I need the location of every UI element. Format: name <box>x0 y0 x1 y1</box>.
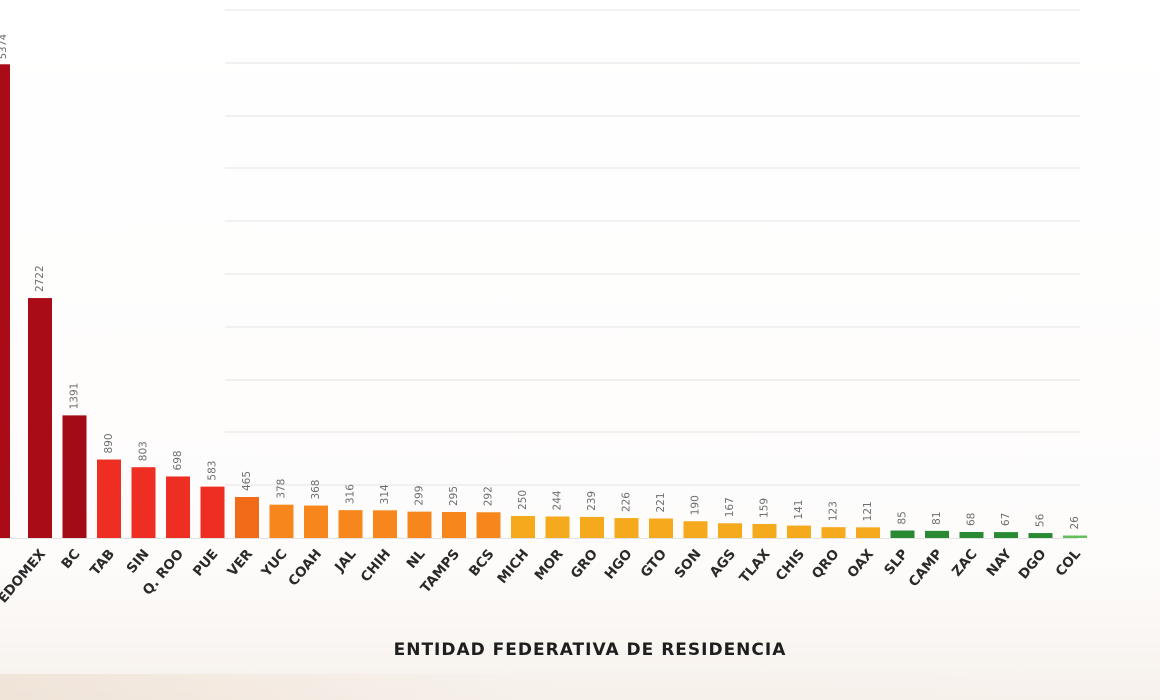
bar-value-label-15: 244 <box>552 490 564 510</box>
bar-14 <box>511 515 535 538</box>
category-label-29: DGO <box>1016 546 1050 582</box>
bar-16 <box>580 516 604 538</box>
bar-value-label-27: 68 <box>966 513 978 526</box>
bar-value-label-2: 890 <box>103 434 115 454</box>
bar-27 <box>959 532 984 538</box>
category-label-3: SIN <box>124 546 153 576</box>
category-label-23: QRO <box>809 546 843 582</box>
bar-value-label-9: 316 <box>345 484 357 504</box>
bar-value-label-12: 295 <box>448 486 460 506</box>
category-label-14: MICH <box>494 546 532 587</box>
bar-value-label-8: 368 <box>310 480 322 500</box>
bar-value-label-18: 221 <box>655 492 667 512</box>
bar-value-label-14: 250 <box>517 490 529 510</box>
category-label-27: ZAC <box>949 546 981 579</box>
bar-value-label-23: 123 <box>828 501 840 521</box>
bar-9 <box>338 510 363 538</box>
category-label-17: HGO <box>602 546 636 582</box>
bar-6 <box>235 497 259 538</box>
bar-15 <box>545 516 570 538</box>
bar-0 <box>28 298 52 538</box>
bar-value-label-21: 159 <box>759 498 771 518</box>
bar-value-label-6: 465 <box>241 471 253 491</box>
bar-2 <box>97 459 121 538</box>
category-label-30: COL <box>1053 546 1085 580</box>
bar-17 <box>614 518 639 538</box>
bar-8 <box>304 505 328 538</box>
bar-value-label-29: 56 <box>1035 513 1047 527</box>
bar-value-label-26: 81 <box>931 511 943 524</box>
category-label-11: NL <box>404 546 429 572</box>
bar-value-label-7: 378 <box>276 479 288 499</box>
category-label-10: CHIH <box>358 546 394 585</box>
category-label-24: OAX <box>844 546 877 581</box>
bar-partial-value-label: 5374 <box>0 34 9 59</box>
bar-28 <box>994 532 1018 538</box>
bar-3 <box>131 467 156 538</box>
bar-18 <box>649 518 673 538</box>
category-label-2: TAB <box>87 546 118 578</box>
category-label-26: CAMP <box>906 546 946 590</box>
bar-23 <box>821 527 846 538</box>
bar-11 <box>407 511 432 538</box>
bar-25 <box>890 530 915 538</box>
x-axis-title: ENTIDAD FEDERATIVA DE RESIDENCIA <box>393 640 787 660</box>
bar-value-label-28: 67 <box>1000 513 1012 526</box>
bar-13 <box>476 512 501 538</box>
category-label-21: TLAX <box>736 546 773 586</box>
bar-19 <box>683 521 708 538</box>
bar-value-label-0: 2722 <box>34 265 46 292</box>
bar-value-label-1: 1391 <box>69 383 81 410</box>
footer-band <box>0 674 1160 700</box>
category-label-28: NAY <box>983 546 1015 580</box>
bar-5 <box>200 486 225 538</box>
category-label-15: MOR <box>532 546 567 584</box>
bar-value-label-17: 226 <box>621 492 633 512</box>
bar-12 <box>442 511 466 538</box>
bar-10 <box>373 510 397 538</box>
category-label-22: CHIS <box>773 546 808 584</box>
bar-4 <box>166 476 190 538</box>
category-label-25: SLP <box>881 546 911 578</box>
category-label-5: PUE <box>190 546 222 579</box>
bar-value-label-5: 583 <box>207 461 219 481</box>
bar-26 <box>925 530 949 538</box>
bar-value-label-4: 698 <box>172 450 184 470</box>
bar-21 <box>752 523 777 538</box>
bar-value-label-16: 239 <box>586 491 598 511</box>
bar-value-label-11: 299 <box>414 486 426 506</box>
category-label-8: COAH <box>285 546 325 589</box>
bar-value-label-19: 190 <box>690 495 702 515</box>
bar-value-label-30: 26 <box>1069 516 1081 530</box>
bar-7 <box>269 504 294 538</box>
bar-partial <box>0 64 10 538</box>
category-label-9: JAL <box>331 546 360 576</box>
category-label-7: YUC <box>258 546 291 581</box>
category-label-13: BCS <box>466 546 498 579</box>
bar-24 <box>856 527 880 538</box>
category-label-16: GRO <box>568 546 601 582</box>
bar-value-label-10: 314 <box>379 484 391 504</box>
category-label-0: EDOMEX <box>0 546 49 607</box>
bar-value-label-20: 167 <box>724 497 736 517</box>
bar-value-label-13: 292 <box>483 486 495 506</box>
category-label-18: GTO <box>638 546 671 580</box>
category-label-20: AGS <box>707 546 739 580</box>
bar-22 <box>787 525 811 538</box>
bar-30 <box>1063 535 1087 538</box>
category-label-19: SON <box>671 546 704 581</box>
bar-value-label-25: 85 <box>897 511 909 524</box>
bar-value-label-24: 121 <box>862 501 874 521</box>
category-label-1: BC <box>58 546 83 572</box>
bar-29 <box>1028 533 1053 538</box>
bar-value-label-3: 803 <box>138 441 150 461</box>
category-label-6: VER <box>224 546 256 580</box>
bar-value-label-22: 141 <box>793 500 805 520</box>
bar-20 <box>718 523 742 538</box>
bar-1 <box>62 415 87 538</box>
